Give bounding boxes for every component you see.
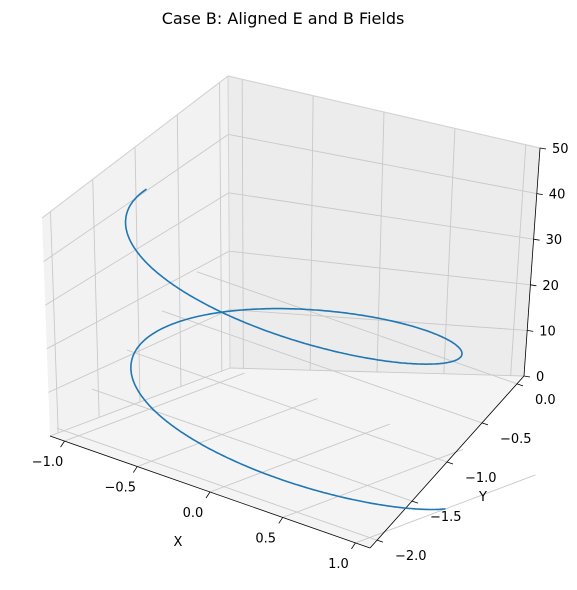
y-gridline-wall	[376, 111, 385, 373]
y-gridline-floor	[196, 271, 518, 385]
z-tick-mark	[523, 375, 531, 378]
x-gridline-wall	[176, 114, 182, 387]
y-tick-label: −1.5	[430, 510, 462, 525]
x-tick-label: 0.0	[183, 506, 204, 521]
pane-back-right	[228, 76, 540, 376]
y-gridline-wall	[241, 79, 244, 369]
z-tick-mark	[527, 330, 534, 332]
y-gridline-wall	[443, 128, 456, 374]
z-tick-mark	[536, 193, 543, 195]
x-gridline-wall	[134, 146, 141, 403]
y-axis-title: Y	[478, 490, 487, 505]
y-tick-label: 0.0	[535, 393, 556, 408]
y-tick-mark	[446, 461, 454, 465]
pane-edges	[41, 75, 541, 369]
chart-title: Case B: Aligned E and B Fields	[162, 9, 405, 28]
y-tick-mark	[481, 422, 489, 426]
x-gridline-floor	[64, 372, 245, 442]
z-tick-label: 10	[539, 324, 556, 339]
y-gridline-floor	[56, 427, 378, 541]
pane-floor	[50, 368, 524, 548]
x-tick-mark	[351, 542, 356, 550]
z-tick-label: 50	[552, 142, 569, 157]
x-axis-title: X	[174, 535, 183, 550]
z-axis-line	[523, 147, 541, 377]
y-gridline-wall	[309, 95, 314, 371]
x-tick-mark	[132, 466, 138, 473]
z-tick-label: 30	[546, 233, 563, 248]
tick-labels: −1.0 −0.5 0.0 0.5 1.0 0.0 −0.5 −1.0 −1.5 −2.0 0 10 2…	[32, 142, 569, 572]
x-gridline-wall	[219, 82, 223, 372]
z-tick-mark	[533, 238, 540, 241]
x-tick-label: −1.0	[32, 455, 64, 470]
x-gridline-wall	[50, 211, 59, 433]
z-tick-label: 20	[542, 279, 559, 294]
y-gridline-wall	[510, 144, 527, 376]
tick-marks	[60, 147, 547, 550]
x-gridline-wall	[92, 179, 100, 418]
y-tick-label: −0.5	[500, 432, 532, 447]
y-tick-label: −2.0	[395, 549, 427, 564]
z-tick-mark	[530, 284, 537, 287]
z-tick-mark	[539, 147, 547, 150]
x-gridline-floor	[137, 398, 318, 467]
x-tick-mark	[205, 491, 211, 499]
z-tick-label: 40	[549, 188, 566, 203]
y-tick-mark	[376, 539, 384, 543]
y-tick-label: −1.0	[465, 471, 497, 486]
x-tick-mark	[278, 517, 284, 524]
z-tick-label: 0	[536, 370, 544, 385]
y-gridline-floor	[91, 388, 413, 502]
y-tick-mark	[516, 383, 524, 387]
y-gridline-floor	[161, 310, 483, 424]
x-tick-label: −0.5	[104, 481, 136, 496]
x-gridline-floor	[209, 423, 391, 493]
x-tick-label: 1.0	[328, 557, 349, 572]
x-gridline-floor	[282, 449, 463, 518]
series-helix-line	[124, 188, 463, 511]
x-tick-label: 0.5	[255, 531, 276, 546]
x-tick-mark	[60, 440, 65, 448]
y-tick-mark	[411, 500, 419, 504]
